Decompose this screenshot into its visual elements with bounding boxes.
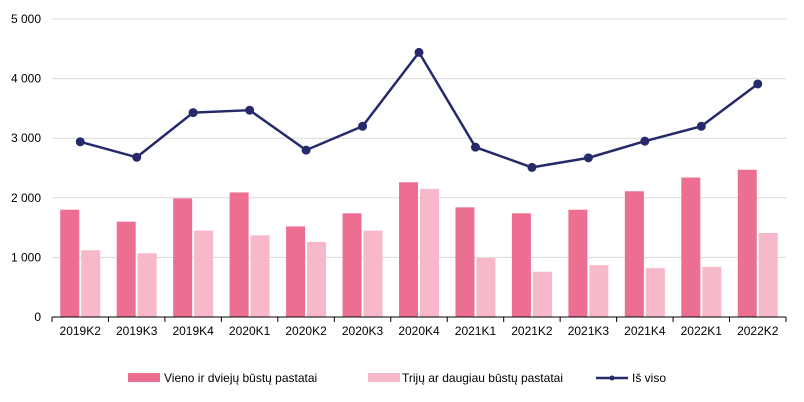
x-axis [51,316,787,322]
x-tick-label: 2021K2 [511,324,553,338]
legend-swatch-series1 [128,373,160,382]
bar-series1 [681,177,701,317]
bar-series1 [286,226,306,317]
bar-series2 [645,268,665,317]
x-tick-label: 2019K3 [116,324,158,338]
x-tick-label: 2021K1 [455,324,497,338]
bar-series1 [399,182,418,317]
bar-series2 [307,241,327,317]
x-tick-label: 2019K4 [172,324,214,338]
legend-item-series1: Vieno ir dviejų būstų pastatai [128,371,317,385]
bar-series1 [568,209,588,317]
bars [60,169,778,317]
x-tick-label: 2022K1 [681,324,723,338]
bar-series2 [81,250,101,317]
total-point [301,145,311,155]
bar-series1 [455,207,475,317]
bar-series1 [229,192,249,317]
bar-series1 [737,169,757,317]
total-point [132,152,142,162]
bar-series2 [420,188,439,317]
x-tick-label: 2020K2 [285,324,327,338]
legend-label-series2: Trijų ar daugiau būstų pastatai [402,371,563,385]
x-tick-label: 2021K3 [568,324,610,338]
total-point [583,153,593,163]
gridlines [52,18,786,258]
bar-series2 [363,230,383,317]
total-point [753,79,763,89]
bar-series2 [702,266,722,317]
x-axis-ticks: 2019K2 2019K3 2019K4 2020K1 2020K2 2020K3 2020… [60,324,779,338]
y-axis-ticks: 0 1 000 2 000 3 000 4 000 5 000 [11,12,41,324]
bar-series2 [589,265,609,317]
total-point [696,121,706,131]
y-tick-label: 2 000 [11,191,41,205]
total-point [640,136,650,146]
legend-swatch-total-marker [609,375,615,381]
bar-series1 [116,221,136,317]
legend-item-series2: Trijų ar daugiau būstų pastatai [368,371,563,385]
total-point [245,105,255,115]
total-point [470,142,480,152]
legend: Vieno ir dviejų būstų pastatai Trijų ar … [128,371,666,385]
x-tick-label: 2019K2 [60,324,102,338]
total-line [75,47,763,172]
y-tick-label: 0 [34,310,41,324]
bar-series2 [194,230,214,317]
total-series-line [79,51,759,169]
x-tick-label: 2020K1 [229,324,271,338]
total-point [527,162,537,172]
bar-series2 [532,271,552,317]
y-tick-label: 1 000 [11,250,41,264]
y-tick-label: 5 000 [11,12,41,26]
x-tick-label: 2020K3 [342,324,384,338]
total-point [414,47,424,57]
total-point [188,108,198,118]
bar-series1 [511,213,531,317]
total-point [358,121,368,131]
total-point [75,137,85,147]
y-tick-label: 4 000 [11,72,41,86]
legend-item-total: Iš viso [596,371,666,385]
bar-series2 [250,235,270,317]
bar-series1 [342,213,362,317]
bar-series2 [476,257,496,317]
y-tick-label: 3 000 [11,131,41,145]
bar-series1 [60,209,80,317]
x-tick-label: 2020K4 [398,324,440,338]
x-tick-label: 2022K2 [737,324,779,338]
legend-swatch-series2 [368,373,400,382]
bar-series1 [173,198,193,317]
x-tick-label: 2021K4 [624,324,666,338]
legend-label-series1: Vieno ir dviejų būstų pastatai [164,371,317,385]
bar-series2 [758,232,778,317]
bar-series1 [624,191,644,317]
legend-label-total: Iš viso [632,371,666,385]
bar-series2 [137,253,157,317]
